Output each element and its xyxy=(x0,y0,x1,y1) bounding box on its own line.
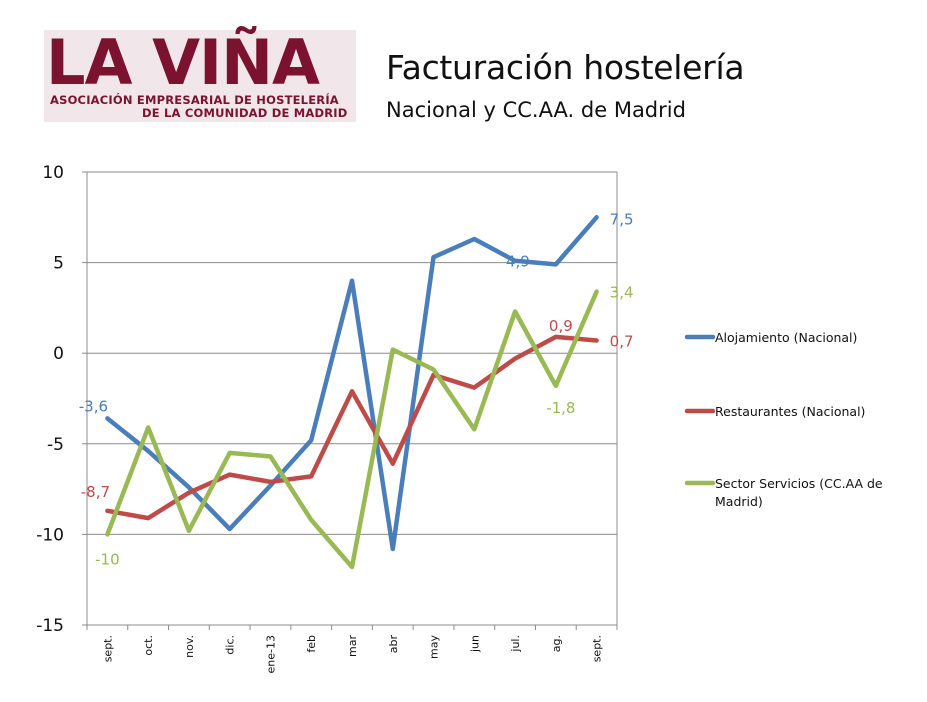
x-tick-label: feb xyxy=(305,635,318,653)
series-line xyxy=(105,289,599,570)
x-tick-label: ag. xyxy=(550,635,563,652)
legend-entry: Sector Servicios (CC.AA de Madrid) xyxy=(715,476,883,509)
x-tick-label: jul. xyxy=(509,635,522,653)
x-tick-label: nov. xyxy=(183,635,196,658)
page-subtitle: Nacional y CC.AA. de Madrid xyxy=(386,98,686,122)
page-title: Facturación hostelería xyxy=(386,48,745,87)
series-line xyxy=(105,334,599,521)
data-label: 0,7 xyxy=(610,333,634,351)
y-tick-label: -10 xyxy=(36,525,64,545)
logo-wordmark: LA VIÑA xyxy=(46,26,320,99)
y-tick-label: -15 xyxy=(36,616,64,636)
y-tick-label: 0 xyxy=(53,344,64,364)
y-tick-label: 10 xyxy=(42,163,64,183)
series-3 xyxy=(105,289,599,570)
data-label: -1,8 xyxy=(546,399,575,417)
data-label: -10 xyxy=(95,550,120,568)
logo-tagline-1: ASOCIACIÓN EMPRESARIAL DE HOSTELERÍA xyxy=(50,93,339,107)
x-tick-label: sept. xyxy=(591,635,604,662)
legend-entry: Alojamiento (Nacional) xyxy=(715,330,857,345)
series-2 xyxy=(105,334,599,521)
data-label: 4,9 xyxy=(506,252,530,270)
logo: LA VIÑA ASOCIACIÓN EMPRESARIAL DE HOSTEL… xyxy=(44,30,356,122)
data-label: 3,4 xyxy=(610,284,634,302)
x-tick-label: abr xyxy=(387,635,400,654)
series-1 xyxy=(105,215,599,552)
x-tick-label: sept. xyxy=(101,635,114,662)
legend-entry: Restaurantes (Nacional) xyxy=(715,404,865,419)
x-tick-label: jun xyxy=(468,635,481,653)
y-tick-label: 5 xyxy=(53,254,64,274)
data-label: 7,5 xyxy=(610,210,634,228)
series-line xyxy=(105,215,599,552)
x-tick-label: dic. xyxy=(224,635,237,655)
data-label: -8,7 xyxy=(81,483,110,501)
data-label: 0,9 xyxy=(549,317,573,335)
x-tick-label: ene-13 xyxy=(264,635,277,673)
y-tick-label: -5 xyxy=(47,435,64,455)
x-tick-label: oct. xyxy=(142,635,155,656)
data-label: -3,6 xyxy=(79,397,108,415)
x-tick-label: mar xyxy=(346,635,359,657)
x-tick-label: may xyxy=(428,635,441,659)
logo-tagline-2: DE LA COMUNIDAD DE MADRID xyxy=(142,106,348,120)
